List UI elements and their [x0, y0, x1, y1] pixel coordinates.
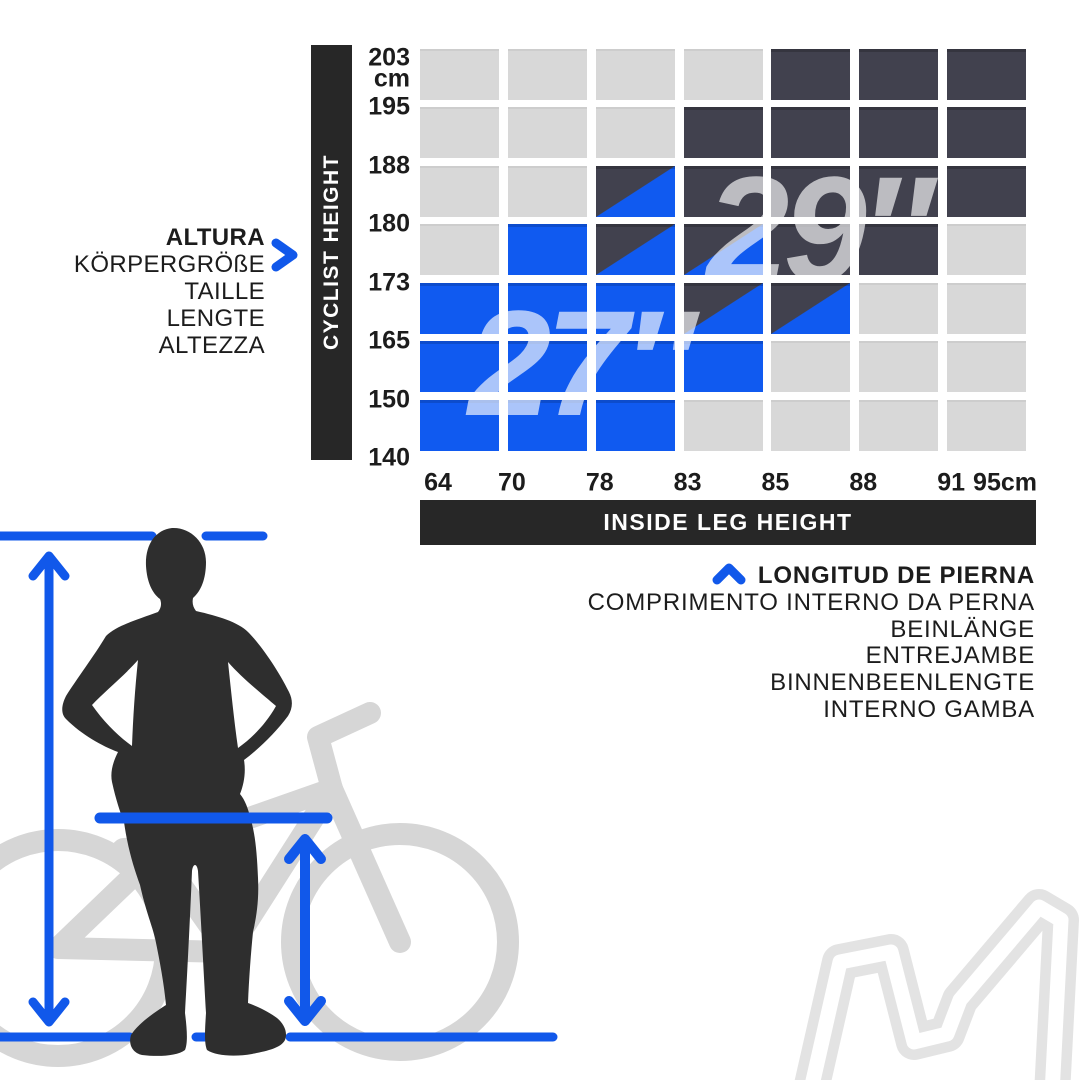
measurement-lines	[0, 531, 558, 1042]
grid-cell-173-180-78-83	[595, 224, 675, 276]
grid-cell-188-195-78-83	[595, 107, 675, 159]
grid-cell-165-173-70-78	[507, 282, 587, 334]
grid-cell-150-165-70-78	[507, 341, 587, 393]
grid-cell-188-195-85-88	[771, 107, 851, 159]
grid-cell-165-173-85-88	[771, 282, 851, 334]
right-block-line-0: LONGITUD DE PIERNA	[588, 562, 1035, 590]
grid-cell-140-150-88-91	[859, 399, 939, 451]
grid-cell-173-180-70-78	[507, 224, 587, 276]
grid-cell-180-188-88-91	[859, 165, 939, 217]
grid-cell-195-203-85-88	[771, 49, 851, 100]
y-tick-195: 195	[368, 92, 410, 121]
x-tick-88: 88	[849, 468, 878, 497]
grid-cell-195-203-70-78	[507, 49, 587, 100]
total-height-arrow	[28, 551, 70, 1027]
grid-cell-165-173-64-70	[420, 282, 499, 334]
grid-cell-150-165-88-91	[859, 341, 939, 393]
grid-cell-173-180-85-88	[771, 224, 851, 276]
grid-cell-165-173-83-85	[683, 282, 763, 334]
left-block-line-4: ALTEZZA	[158, 332, 265, 359]
grid-cell-165-173-88-91	[859, 282, 939, 334]
y-tick-140: 140	[368, 443, 410, 472]
grid-cell-173-180-88-91	[859, 224, 939, 276]
grid-cell-180-188-83-85	[683, 165, 763, 217]
right-block-line-3: ENTREJAMBE	[865, 642, 1035, 670]
grid-cell-165-173-91-95	[947, 282, 1027, 334]
x-tick-95cm: 95cm	[973, 468, 1037, 497]
left-block-line-0: ALTURA	[165, 224, 265, 251]
inseam-arrow	[284, 834, 326, 1026]
grid-cell-150-165-64-70	[420, 341, 499, 393]
grid-cell-173-180-91-95	[947, 224, 1027, 276]
grid-cell-140-150-85-88	[771, 399, 851, 451]
inside-leg-axis-title: INSIDE LEG HEIGHT	[603, 509, 853, 535]
size-grid	[420, 49, 1036, 459]
grid-cell-195-203-91-95	[947, 49, 1027, 100]
grid-cell-180-188-78-83	[595, 165, 675, 217]
x-tick-78: 78	[585, 468, 614, 497]
right-block-line-5: INTERNO GAMBA	[823, 695, 1035, 723]
grid-cell-140-150-70-78	[507, 399, 587, 451]
grid-cell-150-165-91-95	[947, 341, 1027, 393]
inside-leg-axis-bar: INSIDE LEG HEIGHT	[420, 500, 1036, 545]
grid-cell-188-195-64-70	[420, 107, 499, 159]
cyclist-height-translations: ALTURA KÖRPERGRÖßE TAILLE LENGTE ALTEZZA	[74, 224, 265, 359]
cyclist-height-axis-bar: CYCLIST HEIGHT	[311, 45, 352, 460]
x-tick-70: 70	[497, 468, 526, 497]
grid-cell-140-150-64-70	[420, 399, 499, 451]
grid-cell-180-188-64-70	[420, 165, 499, 217]
grid-cell-150-165-83-85	[683, 341, 763, 393]
cyclist-height-axis-title: CYCLIST HEIGHT	[319, 154, 343, 351]
grid-cell-188-195-91-95	[947, 107, 1027, 159]
x-tick-91: 91	[937, 468, 966, 497]
left-block-line-3: LENGTE	[166, 305, 265, 332]
grid-cell-188-195-70-78	[507, 107, 587, 159]
chevron-up-icon	[712, 563, 746, 585]
wheel-29-label: 29″	[706, 145, 933, 313]
inside-leg-translations: LONGITUD DE PIERNA COMPRIMENTO INTERNO DA…	[587, 562, 1035, 724]
grid-cell-195-203-64-70	[420, 49, 499, 100]
grid-cell-195-203-88-91	[859, 49, 939, 100]
grid-cell-180-188-70-78	[507, 165, 587, 217]
y-tick-150: 150	[368, 385, 410, 414]
y-tick-165: 165	[368, 326, 410, 355]
grid-cell-180-188-85-88	[771, 165, 851, 217]
grid-cell-180-188-91-95	[947, 165, 1027, 217]
y-axis-unit: cm	[373, 64, 410, 93]
y-tick-173: 173	[368, 268, 410, 297]
grid-cell-188-195-83-85	[683, 107, 763, 159]
y-tick-180: 180	[368, 209, 410, 238]
right-block-line-1: COMPRIMENTO INTERNO DA PERNA	[587, 588, 1035, 616]
x-tick-83: 83	[673, 468, 702, 497]
x-tick-85: 85	[761, 468, 790, 497]
grid-cell-173-180-64-70	[420, 224, 499, 276]
grid-cell-150-165-85-88	[771, 341, 851, 393]
grid-cell-165-173-78-83	[595, 282, 675, 334]
wheel-27-label: 27″	[468, 279, 695, 447]
grid-cell-173-180-83-85	[683, 224, 763, 276]
grid-cell-140-150-78-83	[595, 399, 675, 451]
grid-cell-195-203-83-85	[683, 49, 763, 100]
person-silhouette	[62, 527, 292, 1056]
grid-cell-188-195-88-91	[859, 107, 939, 159]
y-tick-188: 188	[368, 151, 410, 180]
y-tick-203: 203	[368, 43, 410, 72]
grid-cell-140-150-91-95	[947, 399, 1027, 451]
left-block-line-2: TAILLE	[184, 278, 265, 305]
right-block-line-2: BEINLÄNGE	[890, 615, 1035, 643]
chevron-right-icon	[271, 238, 298, 272]
left-block-line-1: KÖRPERGRÖßE	[73, 251, 265, 278]
brand-logo-icon	[794, 889, 1079, 1080]
right-block-line-4: BINNENBEENLENGTE	[770, 669, 1035, 697]
x-tick-64: 64	[424, 468, 452, 497]
measurement-figure	[0, 527, 558, 1067]
grid-cell-140-150-83-85	[683, 399, 763, 451]
grid-cell-195-203-78-83	[595, 49, 675, 100]
grid-cell-150-165-78-83	[595, 341, 675, 393]
